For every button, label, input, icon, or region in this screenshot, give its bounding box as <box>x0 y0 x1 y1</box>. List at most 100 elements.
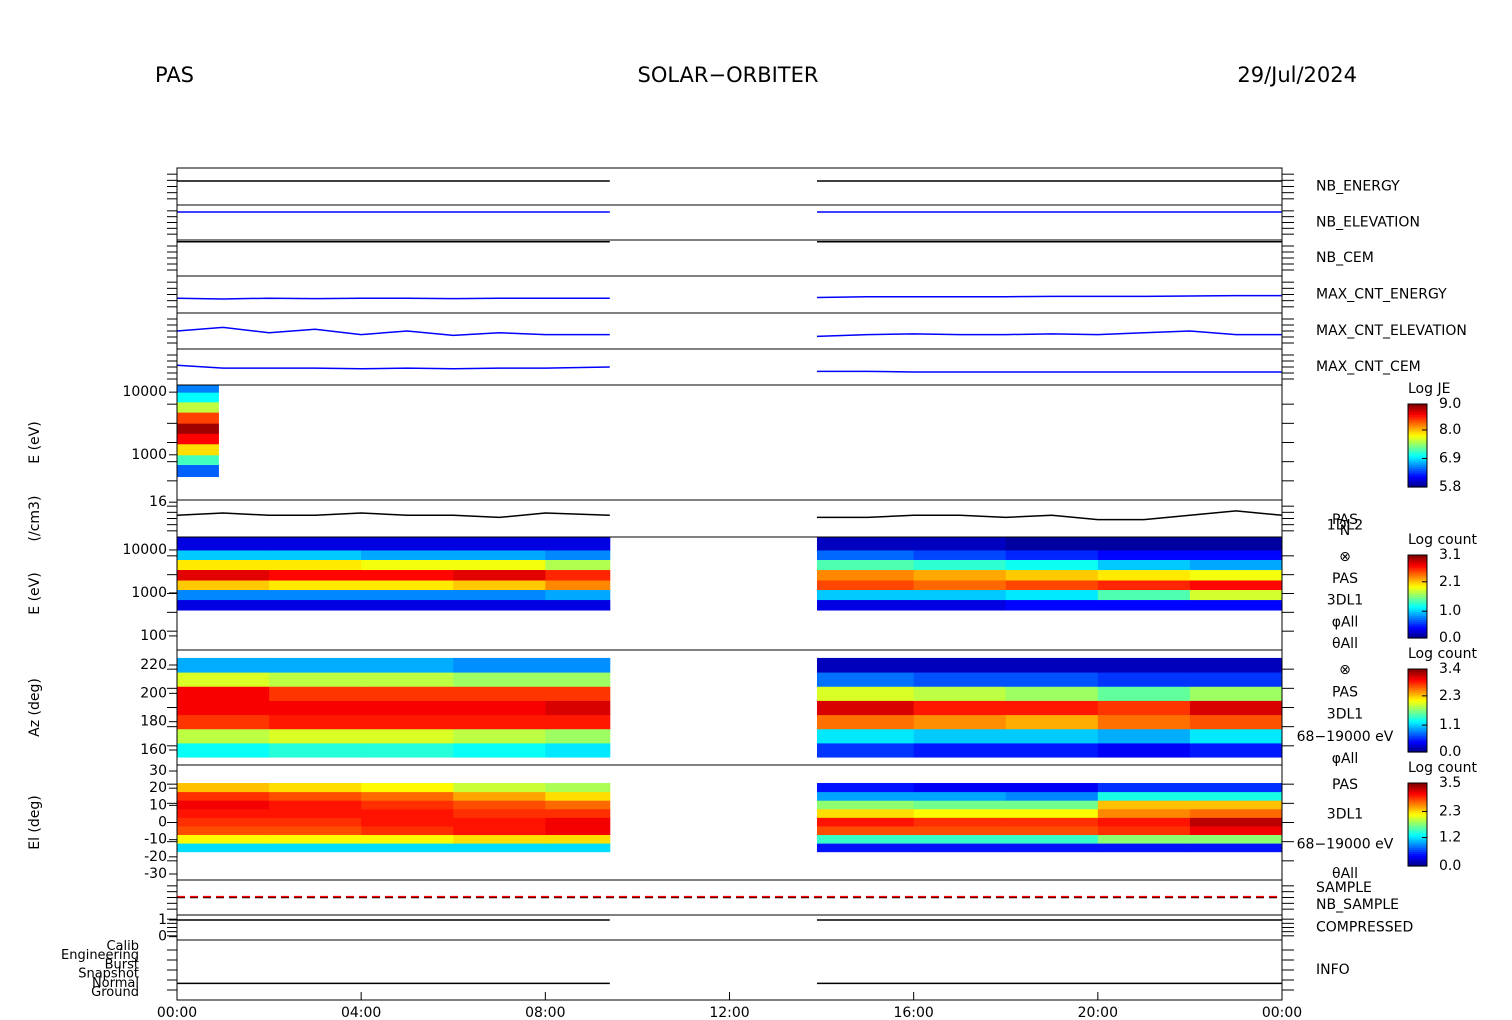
heatmap-cell <box>453 800 546 810</box>
heatmap-cell <box>1189 742 1282 758</box>
heatmap-cell <box>816 843 915 853</box>
colorbar-step <box>1408 799 1427 803</box>
panel <box>177 364 1282 373</box>
colorbar-step <box>1408 592 1427 596</box>
heatmap-cell <box>816 537 915 551</box>
panel <box>177 294 1282 300</box>
heatmap-cell <box>269 549 362 560</box>
heatmap-cell <box>1005 843 1099 853</box>
heatmap-cell <box>177 569 270 581</box>
heatmap-cell <box>1189 808 1282 818</box>
heatmap-cell <box>816 714 915 730</box>
heatmap-cell <box>816 728 915 744</box>
colorbar-tick-label: 8.0 <box>1439 422 1461 438</box>
heatmap-cell <box>816 834 915 844</box>
heatmap-cell <box>269 579 362 591</box>
y-tick-label: 1000 <box>131 447 167 463</box>
heatmap-cell <box>269 808 362 818</box>
heatmap-cell <box>361 791 454 801</box>
panel-annotation: ⊗ <box>1339 662 1351 678</box>
colorbar-step <box>1408 449 1427 453</box>
heatmap-cell <box>361 825 454 836</box>
heatmap-cell <box>361 700 454 716</box>
colorbar-step <box>1408 727 1427 730</box>
colorbar-step <box>1408 745 1427 749</box>
heatmap-cell <box>1189 599 1282 611</box>
colorbar-step <box>1408 818 1427 821</box>
colorbar-step <box>1408 428 1427 432</box>
colorbar-step <box>1408 569 1427 573</box>
colorbar-step <box>1408 596 1427 600</box>
heatmap-cell <box>1189 589 1282 601</box>
heatmap-cell <box>269 700 362 716</box>
heatmap-cell <box>361 742 454 758</box>
heatmap-cell <box>913 825 1007 836</box>
colorbar-step <box>1408 470 1427 474</box>
heatmap-cell <box>816 686 915 701</box>
colorbar-step <box>1408 410 1427 413</box>
colorbar-step <box>1408 567 1427 571</box>
heatmap-cell <box>453 817 546 827</box>
heatmap-cell <box>913 783 1007 793</box>
y-tick-label: 100 <box>140 628 167 644</box>
heatmap-cell <box>1189 672 1282 687</box>
heatmap-cell <box>269 728 362 744</box>
heatmap-cell <box>816 817 915 827</box>
heatmap-cell <box>545 599 611 611</box>
panel-annotation: 3DL1 <box>1327 807 1363 823</box>
heatmap-cell <box>545 728 611 744</box>
heatmap-cell <box>1189 783 1282 793</box>
heatmap-cell <box>1097 791 1191 801</box>
colorbar-step <box>1408 460 1427 463</box>
colorbar-title: Log count <box>1408 646 1477 662</box>
panel-annotation: 68−19000 eV <box>1297 836 1394 852</box>
heatmap-cell <box>1189 559 1282 571</box>
heatmap-cell <box>1005 569 1099 581</box>
colorbar-frame <box>1407 668 1428 753</box>
heatmap-cell <box>1097 569 1191 581</box>
colorbar-step <box>1408 739 1427 743</box>
heatmap-cell <box>361 549 454 560</box>
colorbar-step <box>1408 749 1427 753</box>
heatmap-cell <box>453 808 546 818</box>
heatmap-cell <box>1097 808 1191 818</box>
colorbar-step <box>1408 581 1427 585</box>
colorbar-step <box>1408 621 1427 625</box>
colorbar-step <box>1408 625 1427 629</box>
colorbar-step <box>1408 735 1427 739</box>
y-tick-label: 0 <box>158 929 167 945</box>
colorbar-step <box>1408 611 1427 614</box>
heatmap-cell <box>545 742 611 758</box>
colorbar-step <box>1408 828 1427 832</box>
heatmap-cell <box>545 672 611 687</box>
heatmap-cell <box>1005 800 1099 810</box>
heatmap-cell <box>913 657 1007 673</box>
heatmap-cell <box>816 579 915 591</box>
heatmap-cell <box>269 599 362 611</box>
heatmap-cell <box>453 589 546 601</box>
heatmap-cell <box>177 559 270 571</box>
x-tick-label: 16:00 <box>893 1005 933 1020</box>
heatmap-cell <box>1097 800 1191 810</box>
heatmap-cell <box>913 589 1007 601</box>
colorbar-step <box>1408 416 1427 420</box>
heatmap-cell <box>177 423 219 434</box>
heatmap-cell <box>913 791 1007 801</box>
colorbar-step <box>1408 700 1427 703</box>
y-tick-label: 180 <box>140 714 167 730</box>
heatmap-cell <box>453 657 546 673</box>
colorbar-step <box>1408 441 1427 445</box>
heatmap-cell <box>1097 742 1191 758</box>
colorbar-tick-label: 3.4 <box>1439 661 1461 677</box>
colorbar-step <box>1408 462 1427 465</box>
colorbar-tick-label: 0.0 <box>1439 630 1461 646</box>
heatmap-cell <box>1097 657 1191 673</box>
y-axis-label: (/cm3) <box>27 496 43 542</box>
heatmap-cell <box>913 686 1007 701</box>
y-tick-label: -30 <box>144 866 167 882</box>
heatmap-cell <box>361 783 454 793</box>
colorbar-step <box>1408 712 1427 716</box>
colorbar-step <box>1408 747 1427 751</box>
heatmap-cell <box>545 686 611 701</box>
colorbar-step <box>1408 629 1427 633</box>
